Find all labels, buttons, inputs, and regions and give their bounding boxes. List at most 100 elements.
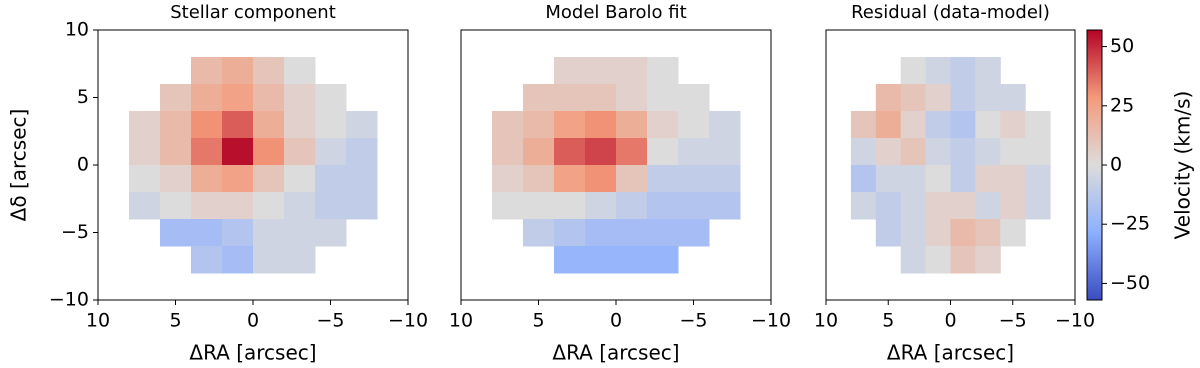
- heatmap-cell: [554, 138, 586, 166]
- heatmap-cell: [346, 138, 378, 166]
- heatmap-cell: [647, 165, 679, 193]
- colorbar-label: Velocity (km/s): [1171, 91, 1195, 240]
- x-tick-label: 5: [532, 310, 544, 332]
- heatmap-cell: [950, 138, 976, 166]
- x-tick-label: −10: [388, 310, 428, 332]
- heatmap-cell: [975, 111, 1001, 139]
- heatmap-cell: [678, 165, 710, 193]
- colorbar: [1086, 29, 1103, 301]
- heatmap-cell: [346, 111, 378, 139]
- heatmap-cell: [647, 111, 679, 139]
- heatmap-cell: [191, 138, 223, 166]
- heatmap-cell: [129, 165, 161, 193]
- heatmap-cell: [554, 165, 586, 193]
- heatmap-cell: [709, 138, 741, 166]
- heatmap-cell: [160, 219, 192, 247]
- heatmap-cell: [1000, 84, 1026, 112]
- x-tick-label: −5: [679, 310, 707, 332]
- heatmap-cell: [523, 138, 555, 166]
- heatmap-cell: [647, 246, 679, 274]
- x-tick-label: 10: [86, 310, 110, 332]
- heatmap-cell: [222, 219, 254, 247]
- x-tick-label: 5: [882, 310, 894, 332]
- colorbar-tick-label: 50: [1110, 35, 1134, 57]
- heatmap-cell: [709, 111, 741, 139]
- heatmap-cell: [523, 111, 555, 139]
- x-tick-label: 0: [247, 310, 259, 332]
- heatmap-cell: [523, 192, 555, 220]
- y-tick-label: −10: [49, 289, 89, 311]
- heatmap-cell: [975, 165, 1001, 193]
- heatmap-cell: [222, 138, 254, 166]
- heatmap-cell: [647, 219, 679, 247]
- heatmap-cell: [925, 219, 951, 247]
- heatmap-cell: [222, 165, 254, 193]
- x-tick-label: 0: [610, 310, 622, 332]
- heatmap-cell: [554, 192, 586, 220]
- heatmap-cells: [129, 57, 378, 274]
- x-tick-label: 0: [944, 310, 956, 332]
- heatmap-cell: [616, 219, 648, 247]
- heatmap-cell: [616, 192, 648, 220]
- heatmap-cell: [585, 165, 617, 193]
- x-axis-label: ΔRA [arcsec]: [552, 341, 679, 365]
- heatmap-cell: [492, 111, 524, 139]
- heatmap-cell: [284, 192, 316, 220]
- heatmap-cell: [1000, 165, 1026, 193]
- heatmap-cell: [900, 84, 927, 112]
- heatmap-cell: [284, 246, 316, 274]
- heatmap-cell: [709, 192, 741, 220]
- heatmap-cell: [284, 111, 316, 139]
- y-tick-label: −5: [61, 221, 89, 243]
- heatmap-cell: [253, 138, 285, 166]
- heatmap-cell: [925, 111, 951, 139]
- heatmap-cell: [850, 192, 877, 220]
- heatmap-cell: [160, 111, 192, 139]
- heatmap-cell: [975, 84, 1001, 112]
- heatmap-cell: [900, 111, 927, 139]
- heatmap-cell: [616, 165, 648, 193]
- x-tick-label: 10: [814, 310, 838, 332]
- y-tick-label: 10: [65, 19, 89, 41]
- heatmap-cell: [492, 165, 524, 193]
- heatmap-cell: [222, 84, 254, 112]
- heatmap-cell: [975, 192, 1001, 220]
- heatmap-cell: [950, 111, 976, 139]
- heatmap-cell: [554, 84, 586, 112]
- heatmap-cell: [346, 192, 378, 220]
- heatmap-cells: [492, 57, 741, 274]
- heatmap-cell: [950, 192, 976, 220]
- heatmap-cell: [523, 84, 555, 112]
- heatmap-cell: [315, 84, 347, 112]
- heatmap-cell: [900, 192, 927, 220]
- heatmap-cell: [850, 111, 877, 139]
- heatmap-cell: [284, 84, 316, 112]
- heatmap-cell: [554, 246, 586, 274]
- heatmap-cell: [925, 84, 951, 112]
- x-tick-label: 5: [169, 310, 181, 332]
- heatmap-cell: [253, 111, 285, 139]
- x-tick-label: −10: [751, 310, 791, 332]
- heatmap-cell: [850, 165, 877, 193]
- heatmap-cell: [925, 138, 951, 166]
- heatmap-cell: [315, 219, 347, 247]
- heatmap-cell: [346, 165, 378, 193]
- heatmap-cell: [900, 219, 927, 247]
- heatmap-cell: [950, 57, 976, 85]
- chart-title: Residual (data-model): [851, 2, 1050, 23]
- heatmap-cell: [647, 138, 679, 166]
- heatmap-cell: [975, 57, 1001, 85]
- heatmap-cell: [585, 192, 617, 220]
- heatmap-cell: [222, 57, 254, 85]
- heatmap-cells: [850, 57, 1051, 274]
- heatmap-cell: [160, 84, 192, 112]
- x-tick-label: −10: [1055, 310, 1095, 332]
- heatmap-cell: [191, 219, 223, 247]
- heatmap-cell: [875, 165, 902, 193]
- heatmap-cell: [678, 192, 710, 220]
- heatmap-cell: [492, 192, 524, 220]
- heatmap-cell: [129, 138, 161, 166]
- heatmap-cell: [850, 138, 877, 166]
- heatmap-cell: [1000, 192, 1026, 220]
